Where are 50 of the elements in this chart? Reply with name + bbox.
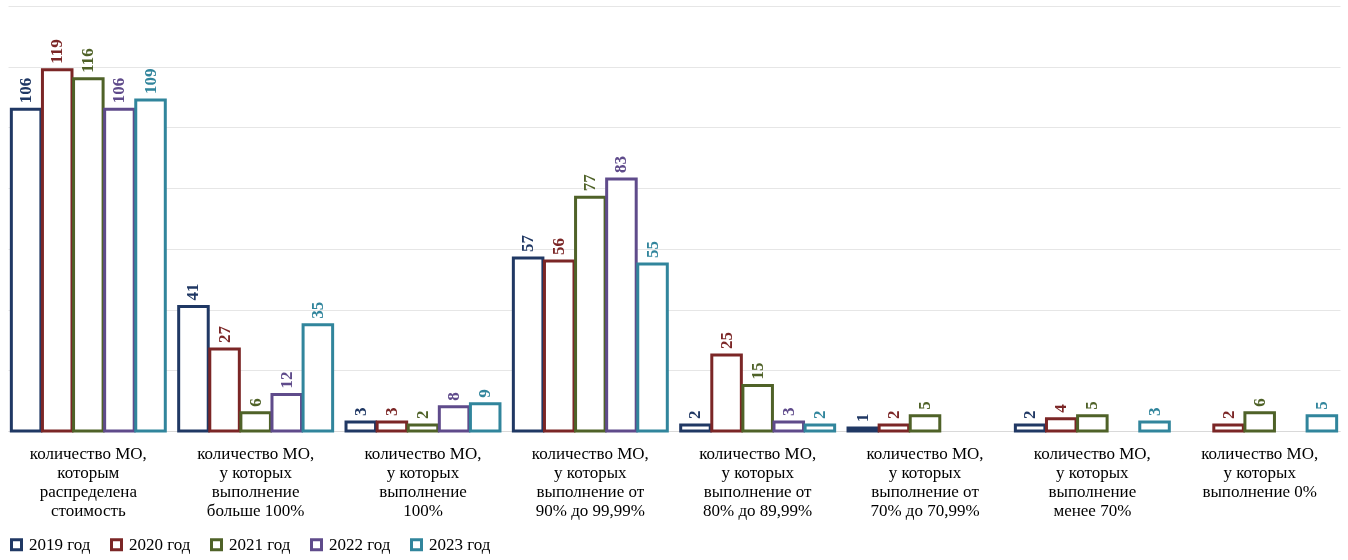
data-label: 35 — [307, 301, 327, 319]
legend-label: 2023 год — [429, 534, 491, 554]
x-tick-label: количество МО, у которых выполнение менее 70% — [1033, 443, 1151, 520]
data-label: 77 — [580, 173, 600, 192]
data-label: 3 — [778, 407, 798, 416]
data-label: 3 — [350, 407, 370, 416]
legend-label: 2020 год — [129, 534, 191, 554]
data-label: 8 — [444, 392, 464, 401]
x-tick-label: количество МО, у которых выполнение от 70% до 70,99% — [866, 443, 984, 520]
data-label: 3 — [1144, 407, 1164, 416]
legend-label: 2021 год — [229, 534, 291, 554]
data-label: 56 — [549, 238, 569, 255]
x-tick-label: количество МО, у которых выполнение больше 100% — [197, 443, 315, 520]
x-tick-label: количество МО, у которых выполнение 0% — [1201, 443, 1319, 501]
data-label: 2 — [685, 410, 705, 419]
data-label: 106 — [109, 77, 129, 104]
x-tick-label: количество МО, у которых выполнение 100% — [364, 443, 482, 520]
data-label: 25 — [716, 332, 736, 350]
data-label: 57 — [518, 234, 538, 252]
data-label: 2 — [809, 410, 829, 419]
data-label: 2 — [1218, 410, 1238, 419]
data-label: 6 — [245, 398, 265, 407]
data-label: 116 — [78, 48, 98, 73]
x-tick-label: количество МО, у которых выполнение от 90% до 99,99% — [531, 443, 649, 520]
data-label: 109 — [140, 68, 160, 95]
data-label: 6 — [1249, 398, 1269, 407]
data-label: 55 — [642, 241, 662, 259]
data-label: 27 — [214, 325, 234, 344]
data-label: 106 — [16, 77, 36, 104]
data-label: 2 — [412, 410, 432, 419]
data-label: 5 — [1082, 401, 1102, 410]
data-label: 15 — [747, 362, 767, 380]
x-tick-label: количество МО, которым распределена стоимость — [29, 443, 147, 520]
bar — [1138, 420, 1171, 433]
data-label: 83 — [611, 156, 631, 174]
data-label: 5 — [915, 401, 935, 410]
data-label: 2 — [883, 410, 903, 419]
bar — [1305, 414, 1339, 433]
data-label: 1 — [852, 413, 872, 422]
data-label: 9 — [475, 389, 495, 398]
data-label: 5 — [1311, 401, 1331, 410]
legend-label: 2022 год — [329, 534, 391, 554]
data-label: 119 — [47, 39, 67, 64]
x-tick-label: количество МО, у которых выполнение от 80% до 89,99% — [699, 443, 817, 520]
data-label: 4 — [1051, 403, 1071, 413]
data-label: 3 — [381, 407, 401, 416]
legend-label: 2019 год — [29, 534, 91, 554]
data-label: 12 — [276, 371, 296, 389]
data-label: 41 — [183, 283, 203, 301]
data-label: 2 — [1020, 410, 1040, 419]
